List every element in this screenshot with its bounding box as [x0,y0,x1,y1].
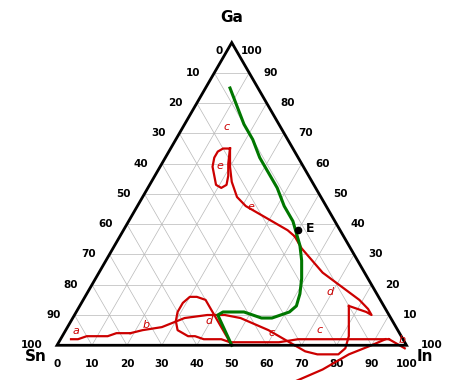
Text: b: b [398,336,406,345]
Text: d: d [205,316,213,326]
Text: 0: 0 [54,359,61,369]
Text: 70: 70 [294,359,309,369]
Text: 40: 40 [190,359,204,369]
Text: 20: 20 [168,98,183,108]
Text: d: d [326,287,333,297]
Text: 50: 50 [333,189,347,199]
Text: In: In [417,349,434,364]
Text: b: b [143,320,150,331]
Text: 10: 10 [85,359,99,369]
Text: 80: 80 [281,98,295,108]
Text: 90: 90 [46,310,61,320]
Text: 30: 30 [368,249,383,259]
Text: 60: 60 [316,159,330,169]
Text: e: e [216,160,223,170]
Text: c: c [269,328,275,338]
Text: 90: 90 [263,68,278,78]
Text: 60: 60 [259,359,274,369]
Text: 100: 100 [396,359,418,369]
Text: Sn: Sn [25,349,46,364]
Text: Ga: Ga [220,10,243,25]
Text: e: e [247,202,255,212]
Text: 10: 10 [403,310,418,320]
Text: 100: 100 [21,340,43,350]
Text: 20: 20 [119,359,134,369]
Text: 10: 10 [186,68,201,78]
Text: 40: 40 [351,219,365,229]
Text: 20: 20 [385,280,400,290]
Text: a: a [73,326,80,336]
Text: 50: 50 [225,359,239,369]
Text: c: c [316,325,322,335]
Text: E: E [306,222,314,235]
Text: 50: 50 [116,189,130,199]
Text: 100: 100 [420,340,442,350]
Text: 70: 70 [298,128,313,138]
Text: 80: 80 [64,280,78,290]
Text: c: c [223,122,229,133]
Text: 30: 30 [151,128,165,138]
Text: 90: 90 [365,359,379,369]
Text: 60: 60 [99,219,113,229]
Text: 80: 80 [329,359,344,369]
Text: 30: 30 [155,359,169,369]
Text: 0: 0 [216,46,223,56]
Text: 100: 100 [240,46,262,56]
Text: 40: 40 [133,159,148,169]
Text: 70: 70 [81,249,95,259]
